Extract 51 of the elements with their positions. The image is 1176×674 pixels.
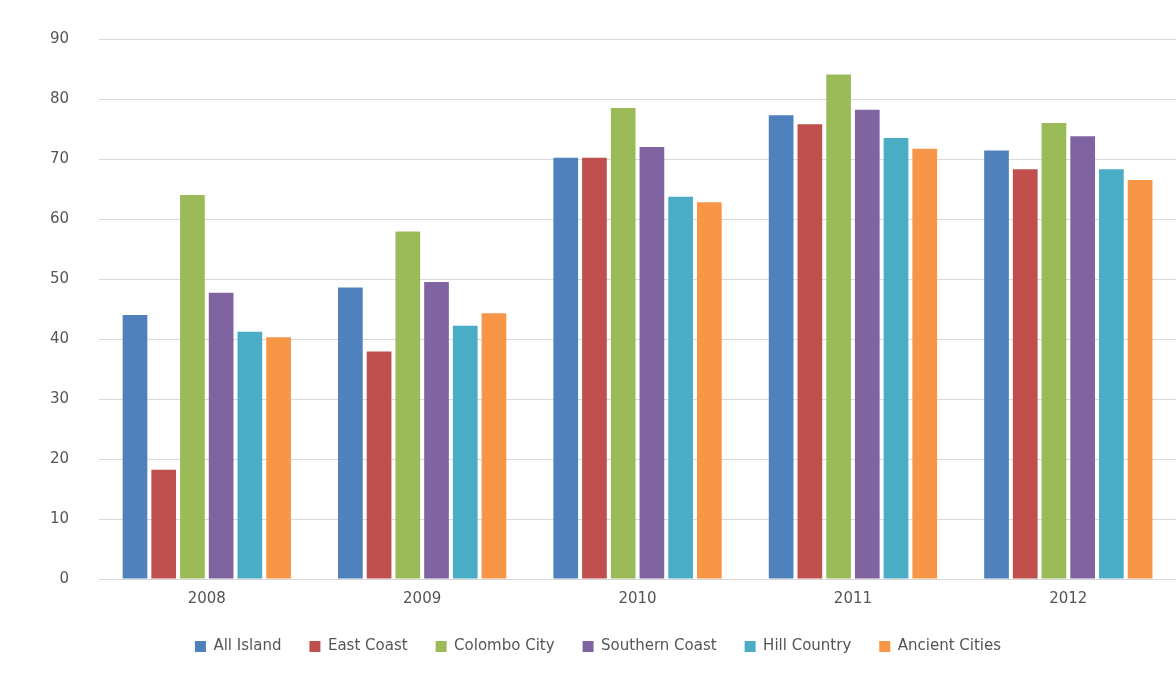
bar xyxy=(266,337,291,579)
y-tick-label: 10 xyxy=(49,508,70,527)
bar xyxy=(424,282,449,579)
bar xyxy=(452,325,478,579)
bar xyxy=(1099,169,1124,579)
x-tick-label: 2012 xyxy=(1049,588,1088,607)
bar xyxy=(854,109,880,579)
y-tick-label: 50 xyxy=(49,268,70,287)
bar xyxy=(122,315,148,579)
legend-label: Colombo City xyxy=(454,636,555,655)
y-tick-label: 70 xyxy=(49,148,70,167)
y-tick-label: 20 xyxy=(49,448,70,467)
y-tick-label: 90 xyxy=(49,28,70,47)
x-tick-label: 2009 xyxy=(403,588,442,607)
bar xyxy=(1070,136,1096,579)
y-tick-label: 0 xyxy=(59,568,70,587)
bar xyxy=(366,351,392,579)
bar xyxy=(610,108,636,579)
bar xyxy=(984,150,1009,579)
bar xyxy=(338,287,363,579)
legend-label: All Island xyxy=(213,636,282,655)
y-tick-label: 60 xyxy=(49,208,70,227)
y-tick-label: 40 xyxy=(49,328,70,347)
legend-label: East Coast xyxy=(327,636,408,655)
bar xyxy=(883,138,909,579)
x-tick-label: 2010 xyxy=(618,588,657,607)
bar xyxy=(639,147,665,579)
bar xyxy=(797,124,823,579)
bar xyxy=(582,157,607,579)
legend-label: Hill Country xyxy=(763,636,852,655)
x-tick-label: 2011 xyxy=(833,588,873,607)
y-tick-label: 30 xyxy=(49,388,70,407)
bar xyxy=(395,231,421,579)
bar xyxy=(768,115,794,579)
x-tick-label: 2008 xyxy=(187,588,226,607)
legend-label: Southern Coast xyxy=(601,636,717,655)
bar xyxy=(1127,180,1153,579)
bar xyxy=(826,74,851,579)
bar xyxy=(151,469,177,579)
bar xyxy=(208,292,234,579)
bar xyxy=(1041,123,1067,579)
bar xyxy=(1012,169,1038,579)
bar xyxy=(912,148,938,579)
bar xyxy=(668,196,693,579)
y-tick-label: 80 xyxy=(49,88,70,107)
bar xyxy=(481,313,507,579)
bar xyxy=(553,157,579,579)
legend-label: Ancient Cities xyxy=(897,636,1002,655)
bar xyxy=(180,195,205,579)
bar xyxy=(696,202,722,579)
bar xyxy=(237,331,263,579)
